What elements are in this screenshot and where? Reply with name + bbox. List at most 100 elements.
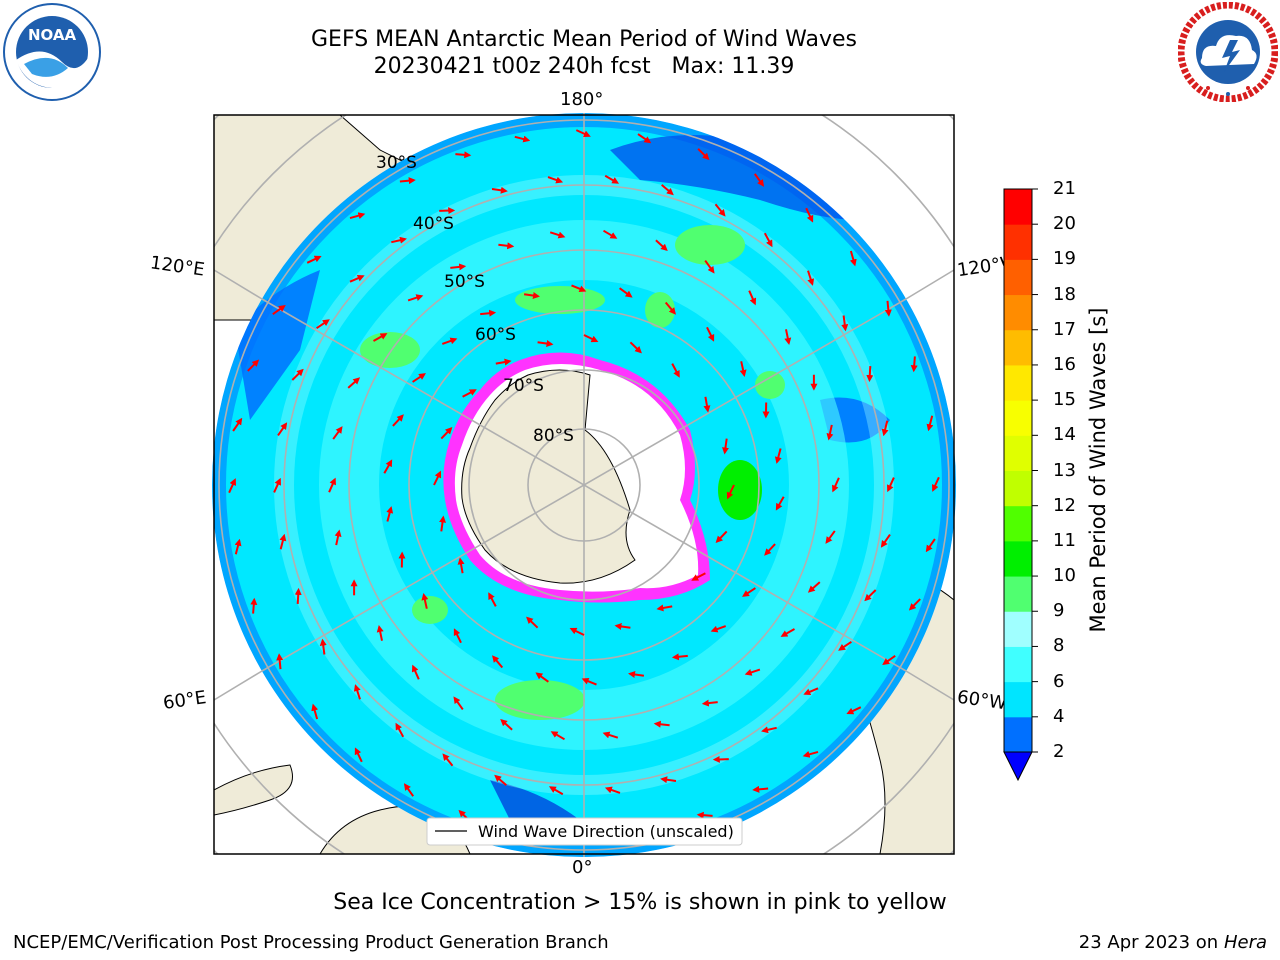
wave-direction-arrow (602, 731, 619, 739)
wave-direction-arrow (710, 625, 727, 633)
wave-direction-arrow (884, 300, 892, 317)
colorbar-segment (1004, 716, 1032, 753)
map-legend: Wind Wave Direction (unscaled) (426, 817, 743, 846)
wave-direction-arrow (273, 477, 282, 493)
wave-direction-arrow (421, 593, 429, 609)
wave-direction-arrow (661, 184, 674, 196)
colorbar-tick-label: 16 (1053, 353, 1076, 375)
colorbar-segment (1004, 294, 1032, 331)
wave-direction-arrow (403, 783, 415, 797)
colorbar (1003, 188, 1038, 782)
noaa-logo-text: NOAA (28, 26, 77, 44)
wave-direction-arrow (442, 753, 454, 767)
wave-direction-arrow (742, 587, 756, 597)
wave-direction-arrow (276, 653, 284, 670)
wave-direction-arrow (391, 236, 407, 244)
wave-direction-arrow (453, 628, 462, 644)
wave-direction-arrow (671, 653, 688, 661)
wave-direction-arrow (306, 255, 322, 264)
wave-direction-arrow (232, 417, 243, 432)
wave-direction-arrow (744, 668, 761, 676)
wave-direction-arrow (696, 811, 713, 819)
wave-direction-arrow (316, 319, 330, 330)
wave-direction-arrow (383, 459, 393, 474)
wave-direction-arrow (807, 581, 821, 593)
colorbar-segment (1004, 540, 1032, 577)
lat-label-30s: 30°S (376, 153, 417, 173)
wave-direction-arrow (234, 538, 242, 555)
wave-direction-arrow (411, 664, 420, 680)
colorbar-tick-label: 17 (1053, 318, 1076, 340)
wave-direction-arrow (748, 290, 757, 306)
colorbar-segment (1004, 364, 1032, 401)
wave-direction-arrow (457, 557, 465, 574)
wave-direction-arrow (349, 274, 365, 283)
colorbar-tick-label: 12 (1053, 494, 1076, 516)
wave-direction-arrow (714, 203, 726, 217)
wave-direction-arrow (488, 592, 497, 607)
colorbar-segment (1004, 224, 1032, 260)
colorbar-tick-label: 6 (1053, 670, 1065, 692)
wave-direction-arrow (752, 785, 769, 793)
wave-direction-arrow (697, 148, 710, 161)
wave-direction-arrow (775, 496, 785, 511)
wave-direction-arrow (653, 720, 670, 728)
wave-direction-arrow (583, 334, 599, 343)
colorbar-title: Mean Period of Wind Waves [s] (1086, 307, 1110, 633)
wave-direction-arrow (514, 135, 531, 143)
colorbar-tick-label: 2 (1053, 741, 1065, 762)
chart-title: GEFS MEAN Antarctic Mean Period of Wind … (311, 27, 857, 52)
wave-direction-arrow (660, 776, 677, 784)
wind-wave-arrows (228, 129, 940, 841)
wave-direction-arrow (526, 616, 539, 629)
wave-direction-arrow (575, 129, 591, 138)
wave-direction-arrow (881, 420, 889, 437)
wave-direction-arrow (548, 786, 564, 796)
noaa-logo: NOAA (2, 2, 102, 102)
wave-direction-arrow (537, 340, 554, 347)
wave-direction-arrow (826, 424, 834, 441)
wave-direction-arrow (480, 309, 497, 317)
wave-period-field (212, 113, 956, 857)
wave-direction-arrow (726, 484, 735, 500)
legend-label: Wind Wave Direction (unscaled) (478, 822, 734, 841)
wave-direction-arrow (619, 287, 633, 298)
wave-direction-arrow (838, 640, 852, 651)
wave-direction-arrow (926, 415, 934, 432)
wave-direction-arrow (498, 242, 515, 250)
wave-direction-arrow (664, 301, 676, 315)
wave-direction-arrow (228, 478, 237, 494)
wave-direction-arrow (441, 337, 458, 345)
wave-direction-arrow (715, 530, 728, 543)
wave-direction-arrow (703, 396, 711, 413)
colorbar-segment (1004, 576, 1032, 612)
colorbar-tick-label: 4 (1053, 705, 1065, 727)
wave-direction-arrow (701, 699, 718, 707)
colorbar-segment (1004, 400, 1032, 436)
colorbar-tick-label: 21 (1053, 178, 1076, 199)
wave-direction-arrow (846, 706, 862, 715)
wave-direction-arrow (373, 333, 388, 342)
wave-direction-arrow (807, 270, 815, 286)
lon-label-180: 180° (560, 89, 604, 110)
wave-direction-arrow (803, 687, 819, 696)
wave-direction-arrow (491, 186, 508, 194)
footer-date: 23 Apr 2023 on (1078, 932, 1224, 953)
wave-direction-arrow (722, 438, 729, 455)
wave-direction-arrow (500, 718, 513, 731)
colorbar-segment (1004, 505, 1032, 542)
colorbar-tick-label: 15 (1053, 389, 1076, 411)
wave-direction-arrow (931, 476, 940, 492)
wave-direction-arrow (392, 414, 404, 427)
wave-direction-arrow (550, 731, 566, 741)
wave-direction-arrow (774, 448, 782, 464)
colorbar-tick-label: 11 (1053, 529, 1076, 551)
chart-subtitle: 20230421 t00z 240h fcst Max: 11.39 (373, 54, 795, 79)
lat-label-60s: 60°S (475, 325, 516, 345)
wave-direction-arrow (614, 623, 631, 630)
wave-direction-arrow (386, 506, 394, 522)
wave-direction-arrow (311, 703, 319, 720)
wave-direction-arrow (832, 477, 840, 493)
wave-direction-arrow (825, 530, 836, 544)
wave-direction-arrow (247, 359, 260, 372)
